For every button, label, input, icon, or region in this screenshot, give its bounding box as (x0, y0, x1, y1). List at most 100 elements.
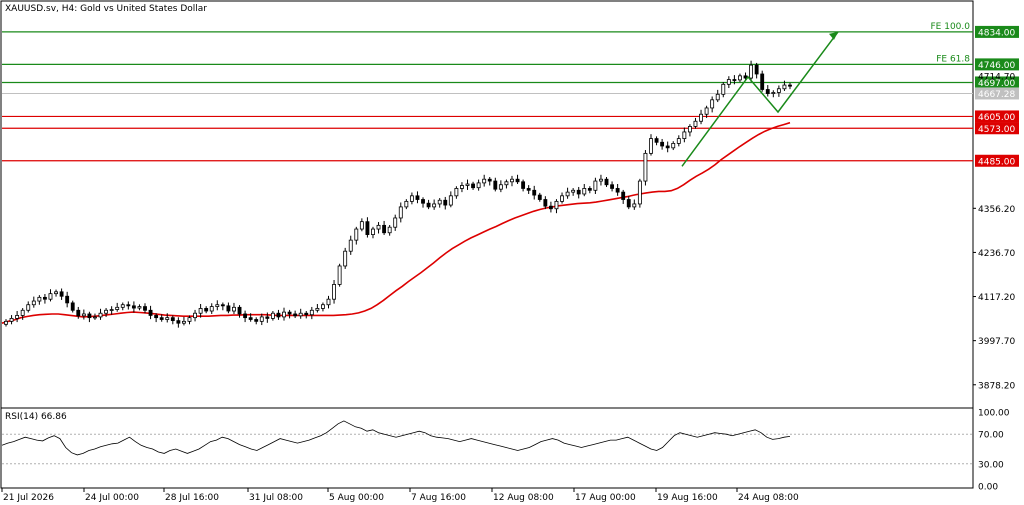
candle (760, 70, 765, 92)
candle-body (415, 195, 420, 200)
candle-body (537, 194, 542, 200)
candle-body (732, 79, 737, 81)
candle (371, 226, 375, 239)
candle-body (243, 313, 248, 319)
candle-body (215, 304, 220, 307)
candle-body (115, 306, 120, 310)
level-tag-0: FE 100.0 (931, 22, 971, 32)
candle (104, 308, 109, 317)
candle-body (771, 92, 776, 94)
level-label-5: 4485.00 (978, 157, 1015, 167)
ma-line (1, 121, 791, 324)
horizontal-levels: FE 100.0 FE 61.8 (2, 22, 973, 162)
candle-body (232, 306, 236, 312)
candle (565, 187, 570, 199)
rsi-tick-0: 100.00 (978, 409, 1010, 419)
candle (198, 303, 203, 318)
candle-body (65, 295, 70, 304)
candle (365, 217, 370, 238)
candle (215, 300, 220, 311)
candle-body (282, 311, 286, 318)
candle (348, 235, 353, 255)
candle-body (4, 320, 8, 325)
candle-body (193, 312, 197, 319)
candle-body (460, 185, 464, 189)
candle (9, 315, 14, 325)
time-tick-3: 31 Jul 08:00 (249, 493, 303, 503)
candle-body (31, 300, 36, 306)
candle-body (59, 291, 64, 297)
candle (115, 302, 120, 312)
candle (504, 179, 509, 189)
candle-body (521, 181, 526, 189)
candle-body (493, 180, 498, 190)
candle (165, 313, 170, 323)
candle-body (187, 317, 192, 322)
candle (682, 127, 687, 143)
rsi-tick-3: 0.00 (978, 483, 998, 493)
candle-body (637, 180, 642, 205)
level-label-bg-3 (975, 110, 1019, 123)
candle-body (154, 315, 159, 319)
candle-body (148, 309, 153, 316)
moving-average (1, 121, 791, 324)
candle (309, 306, 314, 320)
price-tick-3: 3997.70 (978, 337, 1015, 347)
candle-body (687, 126, 692, 133)
candle-body (487, 178, 492, 182)
candle (254, 317, 259, 325)
candle-body (42, 296, 47, 300)
candle-body (387, 226, 392, 234)
candle (649, 134, 653, 156)
candle-body (587, 188, 592, 191)
candle-body (510, 178, 514, 183)
candle (749, 60, 754, 82)
candle-body (70, 302, 75, 311)
candle (665, 141, 670, 153)
candle (220, 302, 225, 311)
candle (54, 289, 58, 297)
candle (120, 302, 125, 311)
level-label-3: 4605.00 (978, 113, 1015, 123)
candle-body (337, 265, 342, 285)
candle (660, 138, 665, 150)
candle (415, 191, 420, 204)
candle-body (765, 89, 770, 94)
candle-body (326, 298, 331, 306)
time-tick-7: 17 Aug 00:00 (575, 493, 636, 503)
candle-body (81, 313, 86, 317)
candle (465, 179, 470, 190)
candle (510, 175, 514, 187)
candle (621, 189, 626, 204)
candle-body (398, 206, 403, 219)
candle-body (654, 138, 659, 143)
candle (471, 181, 475, 190)
candle (426, 199, 431, 210)
candle-body (621, 191, 626, 200)
candle-body (181, 320, 186, 324)
candle-body (248, 317, 253, 320)
candle (626, 196, 631, 210)
candle (448, 191, 453, 208)
candlesticks (4, 60, 792, 328)
candle (126, 301, 131, 310)
candle-body (776, 88, 781, 93)
candle-body (87, 313, 92, 319)
current-price-label: 4667.28 (978, 90, 1015, 100)
rsi-tick-2: 30.00 (978, 460, 1004, 470)
candle-body (259, 316, 264, 322)
candle (421, 197, 425, 208)
candle (181, 316, 186, 326)
candle-body (565, 191, 570, 197)
candle-body (393, 217, 398, 228)
candle-body (137, 306, 142, 309)
candle-body (576, 189, 581, 195)
candle (437, 198, 442, 208)
candle (232, 302, 236, 314)
candle (554, 199, 559, 214)
candle-body (48, 293, 53, 300)
candle (332, 279, 336, 304)
pattern-drawing (681, 31, 839, 167)
candle (137, 304, 142, 311)
